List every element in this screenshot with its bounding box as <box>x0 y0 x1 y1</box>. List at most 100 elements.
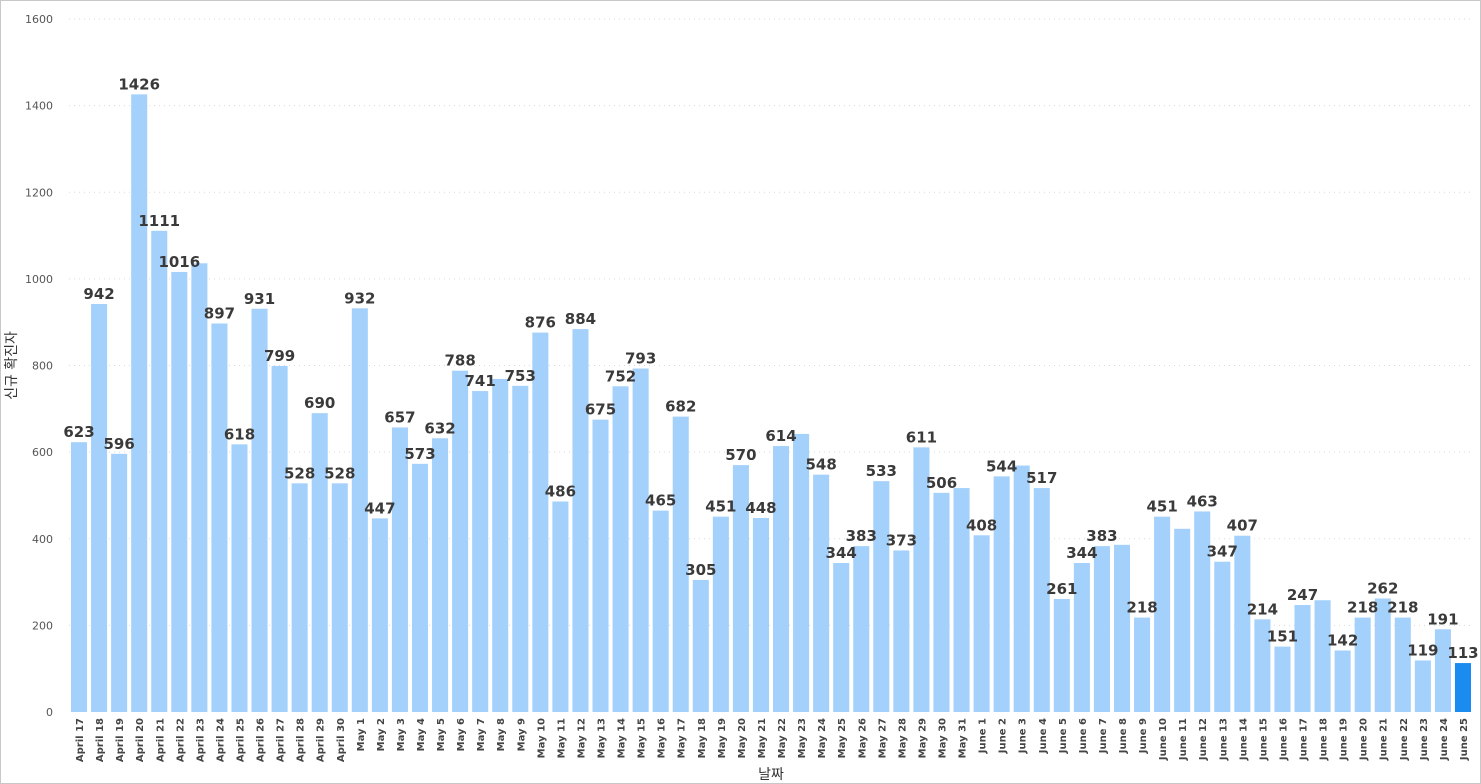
bar[interactable] <box>793 433 810 712</box>
x-tick-label: June 13 <box>1218 718 1229 761</box>
bar[interactable] <box>211 323 228 712</box>
bar[interactable] <box>1174 528 1191 712</box>
data-label: 623 <box>63 423 94 441</box>
data-label: 218 <box>1387 599 1418 617</box>
bar[interactable] <box>1073 563 1090 712</box>
bar[interactable] <box>893 550 910 712</box>
bar[interactable] <box>933 492 950 712</box>
data-label: 517 <box>1026 469 1057 487</box>
bar[interactable] <box>1354 617 1371 712</box>
x-tick-label: June 7 <box>1098 718 1109 754</box>
bar[interactable] <box>1194 511 1211 712</box>
bar[interactable] <box>973 535 990 712</box>
bar[interactable] <box>692 579 709 712</box>
x-tick-label: May 27 <box>877 718 888 758</box>
bar[interactable] <box>432 438 449 712</box>
data-label: 218 <box>1347 599 1378 617</box>
data-label: 451 <box>705 498 736 516</box>
x-tick-label: May 15 <box>637 718 648 758</box>
bar[interactable] <box>391 427 408 712</box>
x-tick-label: May 7 <box>476 718 487 751</box>
bar[interactable] <box>131 94 148 712</box>
data-label: 373 <box>886 531 917 549</box>
bar[interactable] <box>1454 663 1471 712</box>
bar[interactable] <box>111 453 128 712</box>
x-tick-label: May 30 <box>937 718 948 758</box>
bar[interactable] <box>411 463 429 712</box>
bar[interactable] <box>1214 561 1231 712</box>
bar[interactable] <box>191 263 208 712</box>
x-tick-label: May 2 <box>376 718 387 751</box>
x-tick-label: June 12 <box>1198 718 1209 761</box>
bar[interactable] <box>171 271 188 712</box>
x-tick-label: April 17 <box>75 718 86 762</box>
bar[interactable] <box>652 510 669 712</box>
bar[interactable] <box>1234 535 1251 712</box>
bar[interactable] <box>71 442 88 712</box>
data-label: 753 <box>505 367 536 385</box>
bar[interactable] <box>512 385 529 712</box>
x-tick-label: May 19 <box>717 718 728 758</box>
data-label: 1426 <box>118 75 160 93</box>
data-label: 528 <box>324 464 355 482</box>
bar[interactable] <box>271 365 288 712</box>
bar[interactable] <box>351 308 368 712</box>
bar[interactable] <box>1294 605 1311 712</box>
bar[interactable] <box>773 446 790 712</box>
bar[interactable] <box>1314 600 1331 712</box>
bar[interactable] <box>1434 629 1451 712</box>
bar[interactable] <box>572 329 589 712</box>
bar[interactable] <box>532 332 549 712</box>
bar[interactable] <box>1394 617 1411 712</box>
bar[interactable] <box>752 517 769 712</box>
bar[interactable] <box>672 416 689 712</box>
bar[interactable] <box>853 546 870 712</box>
data-label: 247 <box>1287 586 1318 604</box>
bar[interactable] <box>472 391 489 712</box>
bar[interactable] <box>712 516 729 712</box>
bar[interactable] <box>91 303 108 712</box>
bar[interactable] <box>492 378 509 712</box>
data-label: 932 <box>344 289 375 307</box>
x-tick-label: June 25 <box>1459 718 1470 761</box>
bar[interactable] <box>813 474 830 712</box>
bar[interactable] <box>1093 546 1110 712</box>
bar[interactable] <box>1334 650 1351 712</box>
x-tick-label: May 3 <box>396 718 407 751</box>
bar[interactable] <box>612 386 629 712</box>
bar[interactable] <box>1154 516 1171 712</box>
bar[interactable] <box>1374 598 1391 712</box>
bar[interactable] <box>1113 544 1131 712</box>
y-tick-label: 600 <box>32 446 53 459</box>
bar[interactable] <box>732 465 749 712</box>
data-label: 113 <box>1447 644 1478 662</box>
bar[interactable] <box>873 481 890 712</box>
bar[interactable] <box>632 368 649 712</box>
bar[interactable] <box>1414 660 1431 712</box>
bar[interactable] <box>1254 619 1271 712</box>
bar[interactable] <box>452 370 469 712</box>
bar[interactable] <box>1013 465 1030 712</box>
x-tick-label: May 9 <box>516 718 527 751</box>
bar[interactable] <box>592 419 609 712</box>
bar[interactable] <box>151 230 168 712</box>
bar[interactable] <box>1274 646 1291 712</box>
bar[interactable] <box>331 483 348 712</box>
bar[interactable] <box>1134 617 1151 712</box>
bar[interactable] <box>251 308 268 712</box>
y-tick-label: 1600 <box>25 13 53 26</box>
data-label: 942 <box>83 285 114 303</box>
bar[interactable] <box>311 413 328 712</box>
bar[interactable] <box>552 501 569 712</box>
data-label: 682 <box>665 398 696 416</box>
bar[interactable] <box>291 483 308 712</box>
bar[interactable] <box>913 447 930 712</box>
x-tick-label: June 8 <box>1118 718 1129 754</box>
bar[interactable] <box>1033 488 1050 712</box>
bar[interactable] <box>953 488 970 712</box>
bar[interactable] <box>371 518 388 712</box>
bar[interactable] <box>1053 598 1070 712</box>
bar[interactable] <box>993 476 1010 712</box>
bar[interactable] <box>833 563 850 712</box>
bar[interactable] <box>231 444 248 712</box>
